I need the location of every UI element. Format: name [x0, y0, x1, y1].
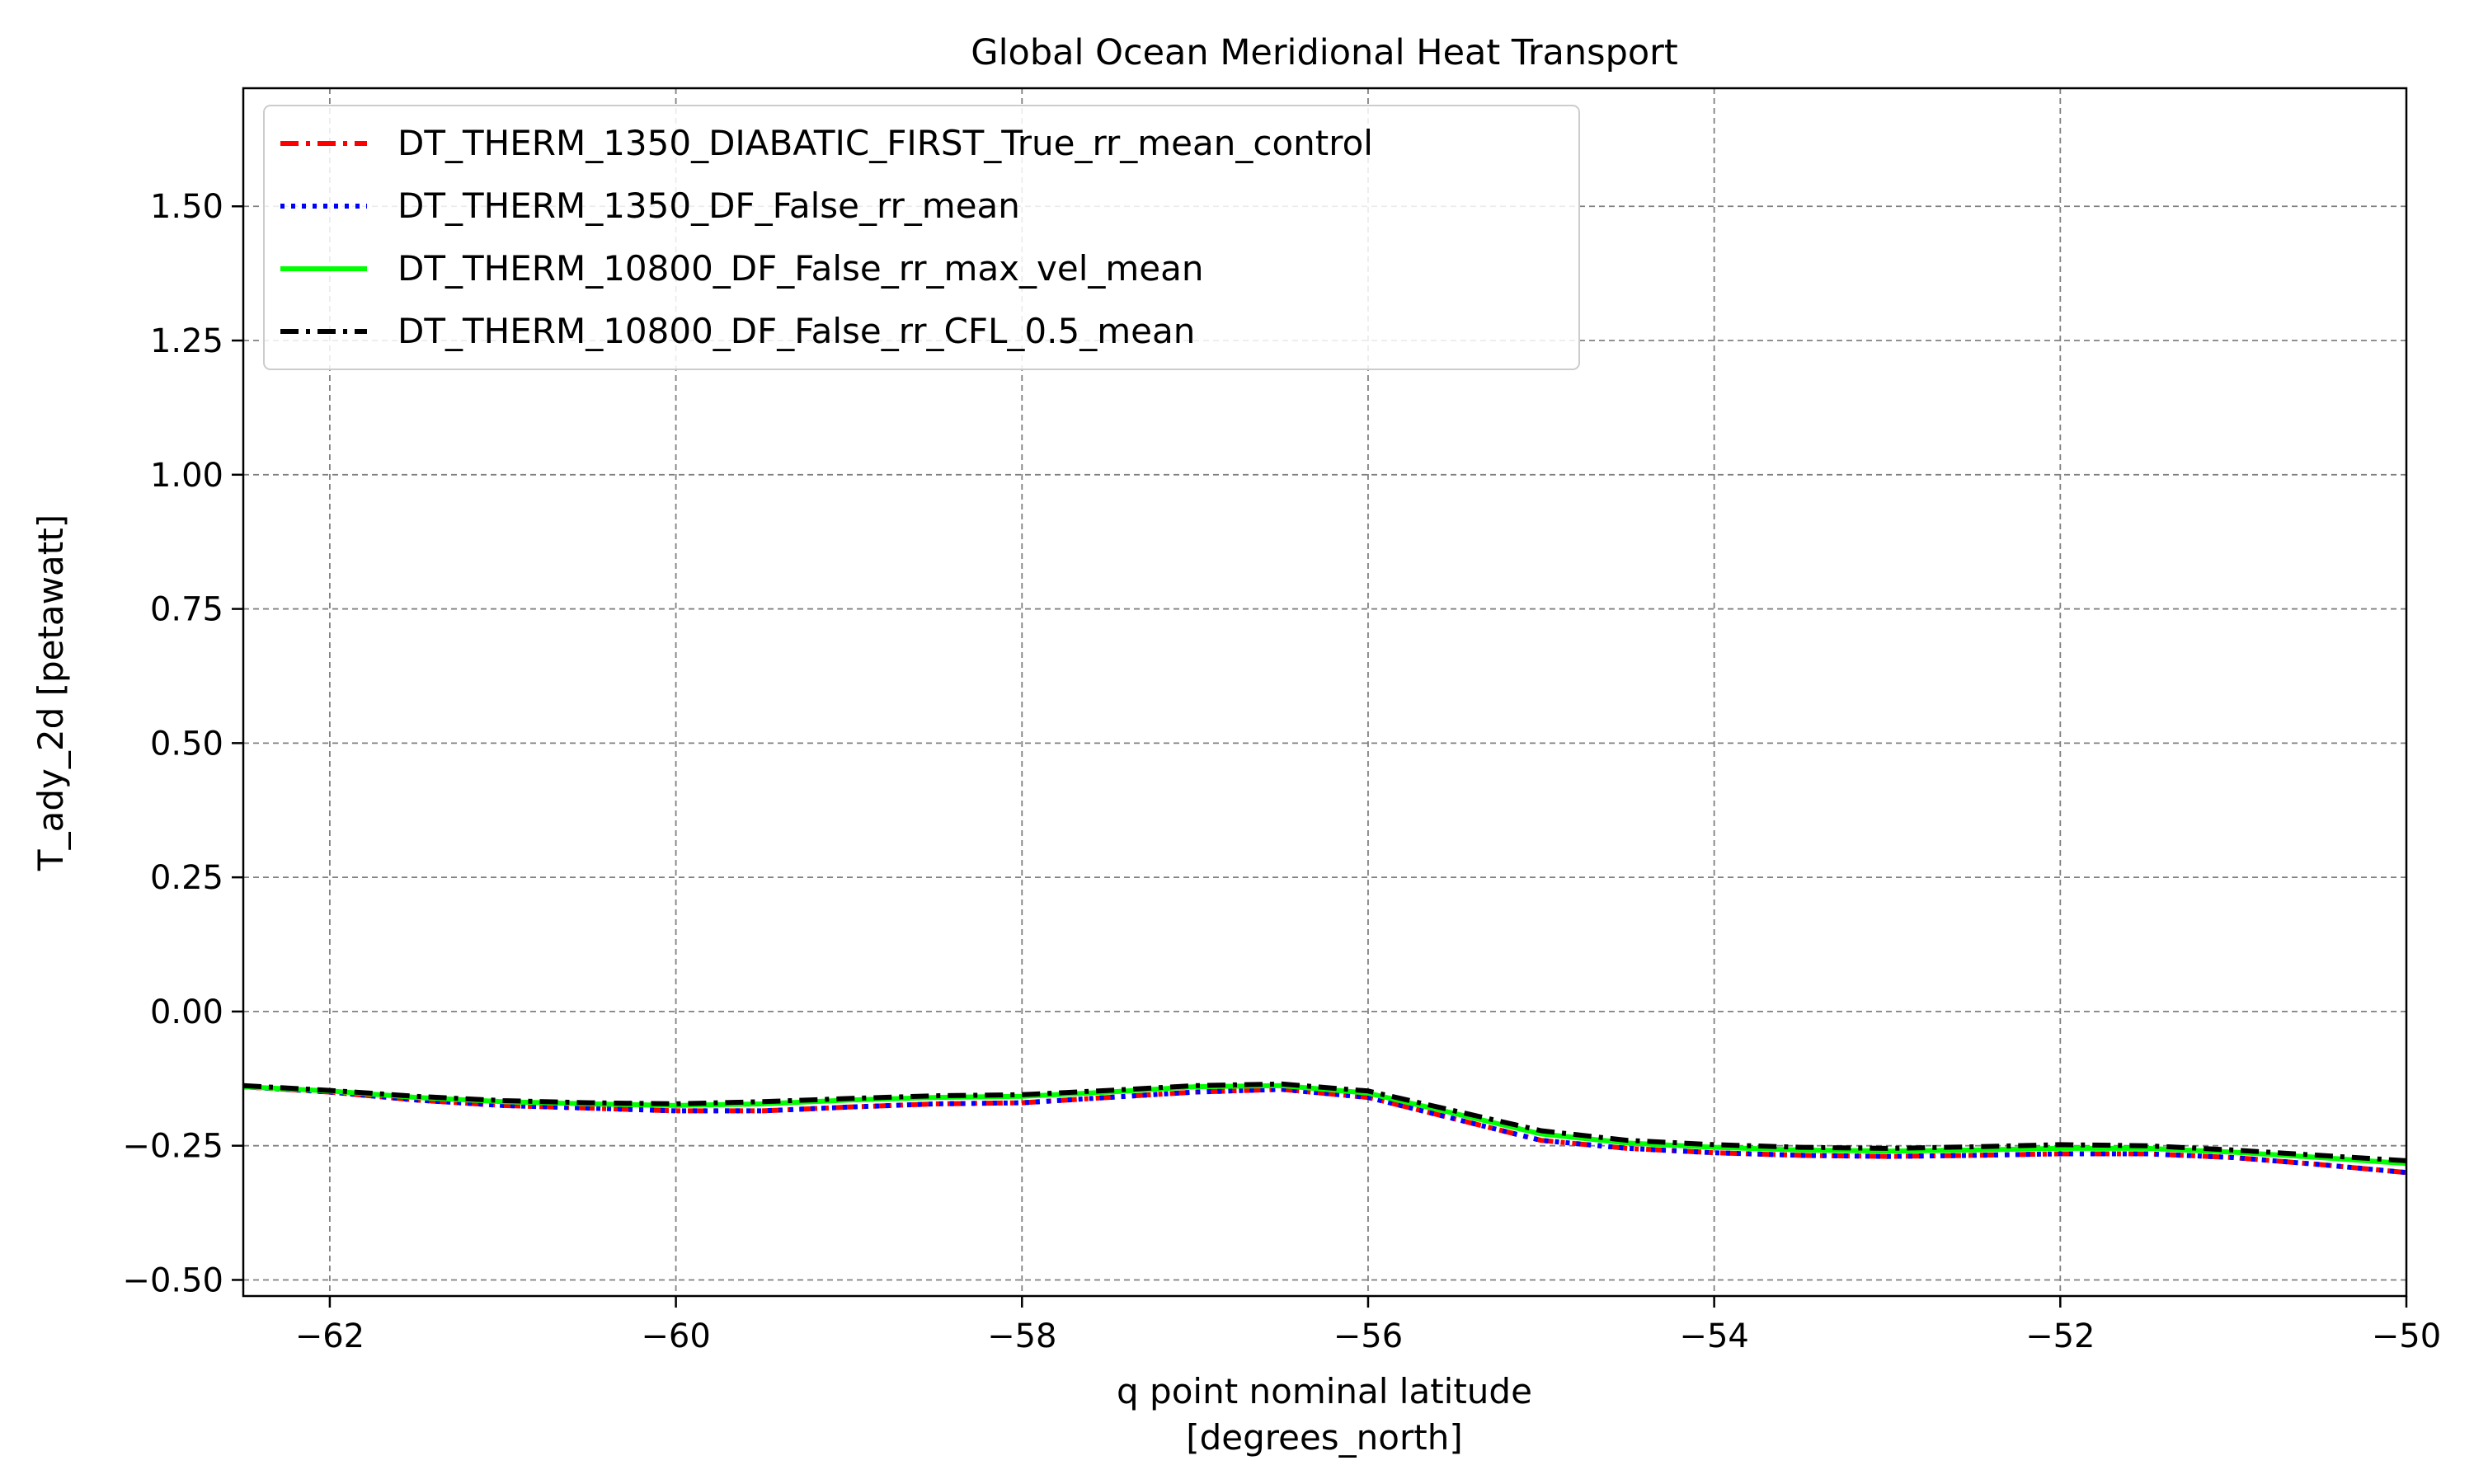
x-tick-label: −58	[987, 1317, 1056, 1355]
series-line-4	[242, 1081, 2407, 1163]
y-tick-label: 0.00	[150, 993, 223, 1031]
legend-label-3: DT_THERM_10800_DF_False_rr_max_vel_mean	[397, 248, 1204, 289]
series-line-2	[242, 1084, 2407, 1176]
y-axis-label: T_ady_2d [petawatt]	[31, 514, 71, 871]
x-tick-label: −62	[295, 1317, 365, 1355]
x-tick-label: −50	[2372, 1317, 2441, 1355]
legend: DT_THERM_1350_DIABATIC_FIRST_True_rr_mea…	[263, 105, 1580, 370]
legend-label-2: DT_THERM_1350_DF_False_rr_mean	[397, 186, 1020, 226]
x-tick-label: −56	[1333, 1317, 1403, 1355]
y-tick-label: 0.50	[150, 725, 223, 763]
plot-frame	[242, 87, 2408, 1298]
x-tick-label: −60	[641, 1317, 710, 1355]
y-axis: −0.50 −0.25 0.00 0.25 0.50 0.75 1.00 1.25 1.50	[122, 188, 243, 1299]
x-tick-label: −52	[2025, 1317, 2095, 1355]
legend-box	[263, 105, 1580, 370]
legend-label-4: DT_THERM_10800_DF_False_rr_CFL_0.5_mean	[397, 311, 1195, 351]
x-axis-label-line1: q point nominal latitude	[1117, 1371, 1532, 1411]
y-tick-label: −0.25	[122, 1128, 223, 1166]
x-tick-label: −54	[1679, 1317, 1748, 1355]
y-tick-label: 0.25	[150, 859, 223, 897]
y-tick-label: 1.00	[150, 457, 223, 495]
y-tick-label: 1.25	[150, 322, 223, 360]
y-tick-label: −0.50	[122, 1261, 223, 1299]
legend-label-1: DT_THERM_1350_DIABATIC_FIRST_True_rr_mea…	[397, 123, 1373, 163]
y-tick-label: 0.75	[150, 591, 223, 629]
y-tick-label: 1.50	[150, 188, 223, 226]
series-layer	[242, 1081, 2407, 1176]
chart-title: Global Ocean Meridional Heat Transport	[971, 32, 1677, 73]
x-axis-label-line2: [degrees_north]	[1186, 1417, 1463, 1458]
x-axis: −62 −60 −58 −56 −54 −52 −50	[295, 1296, 2441, 1355]
